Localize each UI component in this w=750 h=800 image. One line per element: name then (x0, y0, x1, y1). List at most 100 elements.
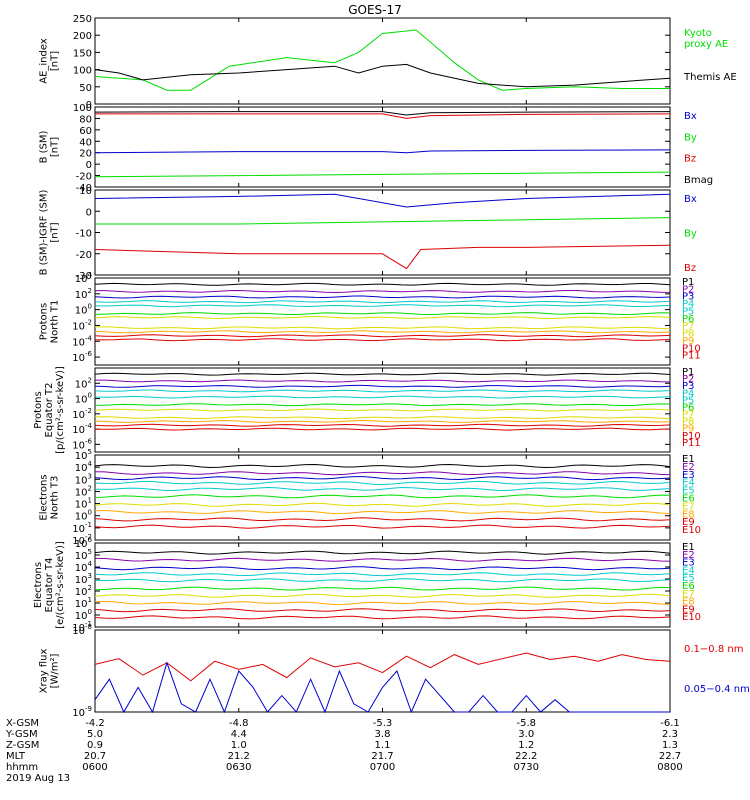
legend-label: E3 (682, 558, 695, 569)
y-tick-label: 250 (73, 14, 92, 25)
legend-label: P2 (682, 374, 694, 385)
legend-label: E6 (682, 581, 695, 592)
series-line-p7 (94, 408, 671, 412)
y-axis-label: Equator T4 (44, 558, 55, 613)
series-line-p4 (94, 389, 671, 393)
y-tick-label: 50 (79, 83, 92, 94)
series-line-p4 (94, 300, 671, 304)
y-axis-label: [nT] (50, 137, 61, 157)
y-axis-label: [p/(cm²-s-sr-keV)] (55, 366, 66, 454)
legend-label: By (684, 229, 697, 240)
y-tick-label: 10-2 (72, 407, 92, 421)
footer-row-value: 22.2 (515, 751, 537, 762)
series-line-p3 (94, 295, 671, 299)
legend-label: E3 (682, 470, 695, 481)
series-line-bx (94, 193, 671, 208)
legend-label: P1 (682, 367, 694, 378)
y-axis-label: [nT] (50, 51, 61, 71)
y-tick-exponent: 5 (88, 448, 92, 456)
y-tick-label: 10-6 (72, 350, 92, 364)
y-tick-label: -10 (76, 229, 92, 240)
footer-row-value: 21.2 (228, 751, 250, 762)
legend-label: E9 (682, 517, 695, 528)
series-line-bz (95, 113, 671, 119)
legend-label: P9 (682, 336, 694, 347)
legend-label: P2 (682, 284, 694, 295)
y-tick-exponent: 0 (88, 303, 92, 311)
series-line-e4 (94, 572, 671, 577)
legend-label: proxy AE (684, 39, 728, 50)
series-line-e3 (94, 566, 671, 571)
legend-label: By (684, 132, 697, 143)
legend-label: E4 (682, 565, 695, 576)
y-tick-label: 100 (75, 303, 92, 317)
legend-label: 0.05−0.4 nm (684, 684, 750, 695)
y-axis-label: Protons (33, 391, 44, 428)
footer-row-label: Z-GSM (6, 740, 39, 751)
y-axis-label: AE_index (39, 38, 50, 84)
legend-label: Bx (684, 111, 697, 122)
series-line-by (95, 217, 671, 225)
legend-label: P5 (682, 306, 694, 317)
y-tick-exponent: 0 (88, 509, 92, 517)
series-line-e6 (94, 494, 671, 499)
series-line-themis-ae (94, 63, 671, 88)
legend-label: Bz (684, 263, 696, 274)
series-line-p9 (94, 419, 671, 423)
y-tick-exponent: -1 (85, 521, 92, 529)
series-line-p5 (94, 304, 671, 308)
legend-label: Kyoto (684, 28, 712, 39)
series-line-by (94, 171, 671, 178)
footer-row-label: X-GSM (6, 718, 39, 729)
y-tick-label: 10-2 (72, 318, 92, 332)
y-tick-exponent: -2 (85, 407, 92, 415)
y-tick-label: 104 (75, 271, 93, 285)
series-line-e9 (94, 608, 671, 613)
legend-label: P7 (682, 410, 694, 421)
series-line-e9 (94, 517, 671, 522)
legend-label: E8 (682, 509, 695, 520)
y-tick-exponent: 2 (88, 376, 92, 384)
panel-frame (94, 542, 671, 628)
legend-label: P3 (682, 292, 694, 303)
legend-label: E10 (682, 525, 701, 536)
series-line-p1 (94, 372, 671, 376)
y-tick-exponent: 6 (88, 536, 93, 544)
legend-label: P10 (682, 431, 701, 442)
footer-row-value: 0700 (370, 762, 395, 773)
y-axis-label: [W/m²] (50, 653, 61, 688)
y-axis-label: Electrons (33, 562, 44, 608)
series-line-p5 (94, 395, 671, 399)
y-tick-exponent: 1 (88, 596, 92, 604)
series-line-kyoto-proxy-ae (94, 29, 670, 91)
footer-row-value: 22.7 (659, 751, 681, 762)
legend-label: E9 (682, 604, 695, 615)
y-axis-label: B (SM) (39, 130, 50, 163)
legend-label: Themis AE (683, 72, 737, 83)
footer-row-value: 0730 (514, 762, 539, 773)
series-line-e8 (94, 509, 671, 515)
legend-label: E4 (682, 478, 695, 489)
series-line-p11 (94, 338, 671, 342)
footer-row-value: 4.4 (231, 729, 247, 740)
y-tick-label: 40 (79, 137, 92, 148)
legend-label: P11 (682, 351, 701, 362)
series-line-0-05-0-4-nm (94, 661, 670, 714)
legend-label: E5 (682, 486, 695, 497)
y-tick-label: 80 (79, 114, 92, 125)
y-tick-label: 100 (73, 66, 92, 77)
panel-b_sm_igrf: -30 -20 -10 0 10 B (SM)-IGRF (SM) [nT] Bx By Bz (39, 186, 697, 282)
y-tick-exponent: -9 (85, 705, 92, 713)
y-tick-exponent: 0 (88, 608, 92, 616)
y-axis-label: Equator T2 (44, 383, 55, 438)
y-tick-exponent: -8 (85, 623, 92, 631)
series-line-e5 (94, 486, 671, 492)
series-line-p10 (94, 423, 671, 427)
y-tick-label: 10-8 (72, 623, 92, 637)
series-line-e5 (94, 578, 671, 583)
footer-row-value: 2.3 (662, 729, 678, 740)
footer-row-value: 21.7 (371, 751, 393, 762)
y-axis-label: B (SM)-IGRF (SM) (39, 190, 50, 276)
